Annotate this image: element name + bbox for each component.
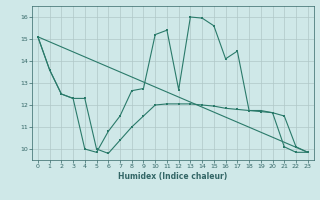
X-axis label: Humidex (Indice chaleur): Humidex (Indice chaleur)	[118, 172, 228, 181]
